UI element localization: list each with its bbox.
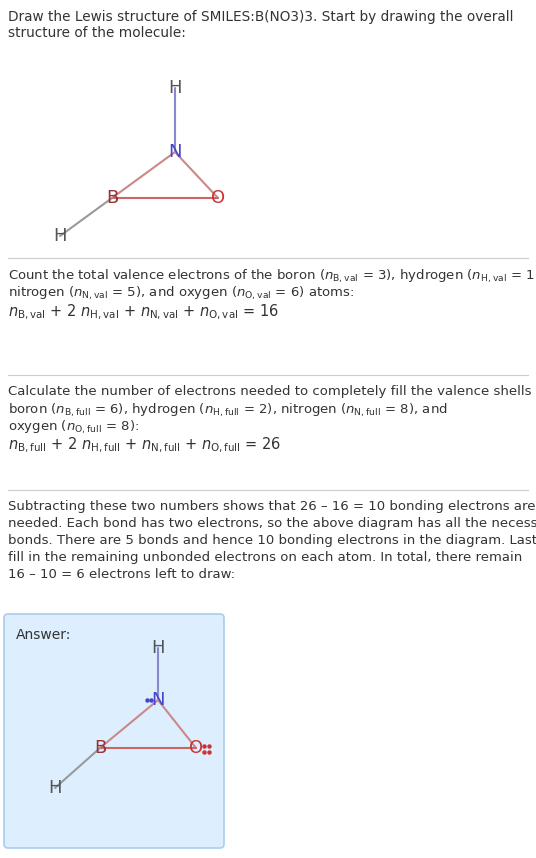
Text: O: O <box>211 189 225 207</box>
Text: nitrogen ($n_{\mathrm{N,val}}$ = 5), and oxygen ($n_{\mathrm{O,val}}$ = 6) atoms: nitrogen ($n_{\mathrm{N,val}}$ = 5), and… <box>8 285 354 302</box>
Text: B: B <box>94 739 106 757</box>
Text: Calculate the number of electrons needed to completely fill the valence shells f: Calculate the number of electrons needed… <box>8 385 536 398</box>
FancyBboxPatch shape <box>4 614 224 848</box>
Text: N: N <box>151 691 165 709</box>
Text: O: O <box>189 739 203 757</box>
Text: Answer:: Answer: <box>16 628 71 642</box>
Text: H: H <box>168 79 182 97</box>
Text: oxygen ($n_{\mathrm{O,full}}$ = 8):: oxygen ($n_{\mathrm{O,full}}$ = 8): <box>8 419 139 436</box>
Text: boron ($n_{\mathrm{B,full}}$ = 6), hydrogen ($n_{\mathrm{H,full}}$ = 2), nitroge: boron ($n_{\mathrm{B,full}}$ = 6), hydro… <box>8 402 448 420</box>
Text: bonds. There are 5 bonds and hence 10 bonding electrons in the diagram. Lastly,: bonds. There are 5 bonds and hence 10 bo… <box>8 534 536 547</box>
Text: 16 – 10 = 6 electrons left to draw:: 16 – 10 = 6 electrons left to draw: <box>8 568 235 581</box>
Text: structure of the molecule:: structure of the molecule: <box>8 26 186 40</box>
Text: H: H <box>53 227 67 245</box>
Text: $n_{\mathrm{B,val}}$ + 2 $n_{\mathrm{H,val}}$ + $n_{\mathrm{N,val}}$ + $n_{\math: $n_{\mathrm{B,val}}$ + 2 $n_{\mathrm{H,v… <box>8 303 279 323</box>
Text: Count the total valence electrons of the boron ($n_{\mathrm{B,val}}$ = 3), hydro: Count the total valence electrons of the… <box>8 268 536 285</box>
Text: H: H <box>151 639 165 657</box>
Text: B: B <box>106 189 118 207</box>
Text: $n_{\mathrm{B,full}}$ + 2 $n_{\mathrm{H,full}}$ + $n_{\mathrm{N,full}}$ + $n_{\m: $n_{\mathrm{B,full}}$ + 2 $n_{\mathrm{H,… <box>8 436 281 456</box>
Text: Draw the Lewis structure of SMILES:B(NO3)3. Start by drawing the overall: Draw the Lewis structure of SMILES:B(NO3… <box>8 10 513 24</box>
Text: needed. Each bond has two electrons, so the above diagram has all the necessary: needed. Each bond has two electrons, so … <box>8 517 536 530</box>
Text: Subtracting these two numbers shows that 26 – 16 = 10 bonding electrons are: Subtracting these two numbers shows that… <box>8 500 535 513</box>
Text: N: N <box>168 143 182 161</box>
Text: H: H <box>48 779 62 797</box>
Text: fill in the remaining unbonded electrons on each atom. In total, there remain: fill in the remaining unbonded electrons… <box>8 551 522 564</box>
